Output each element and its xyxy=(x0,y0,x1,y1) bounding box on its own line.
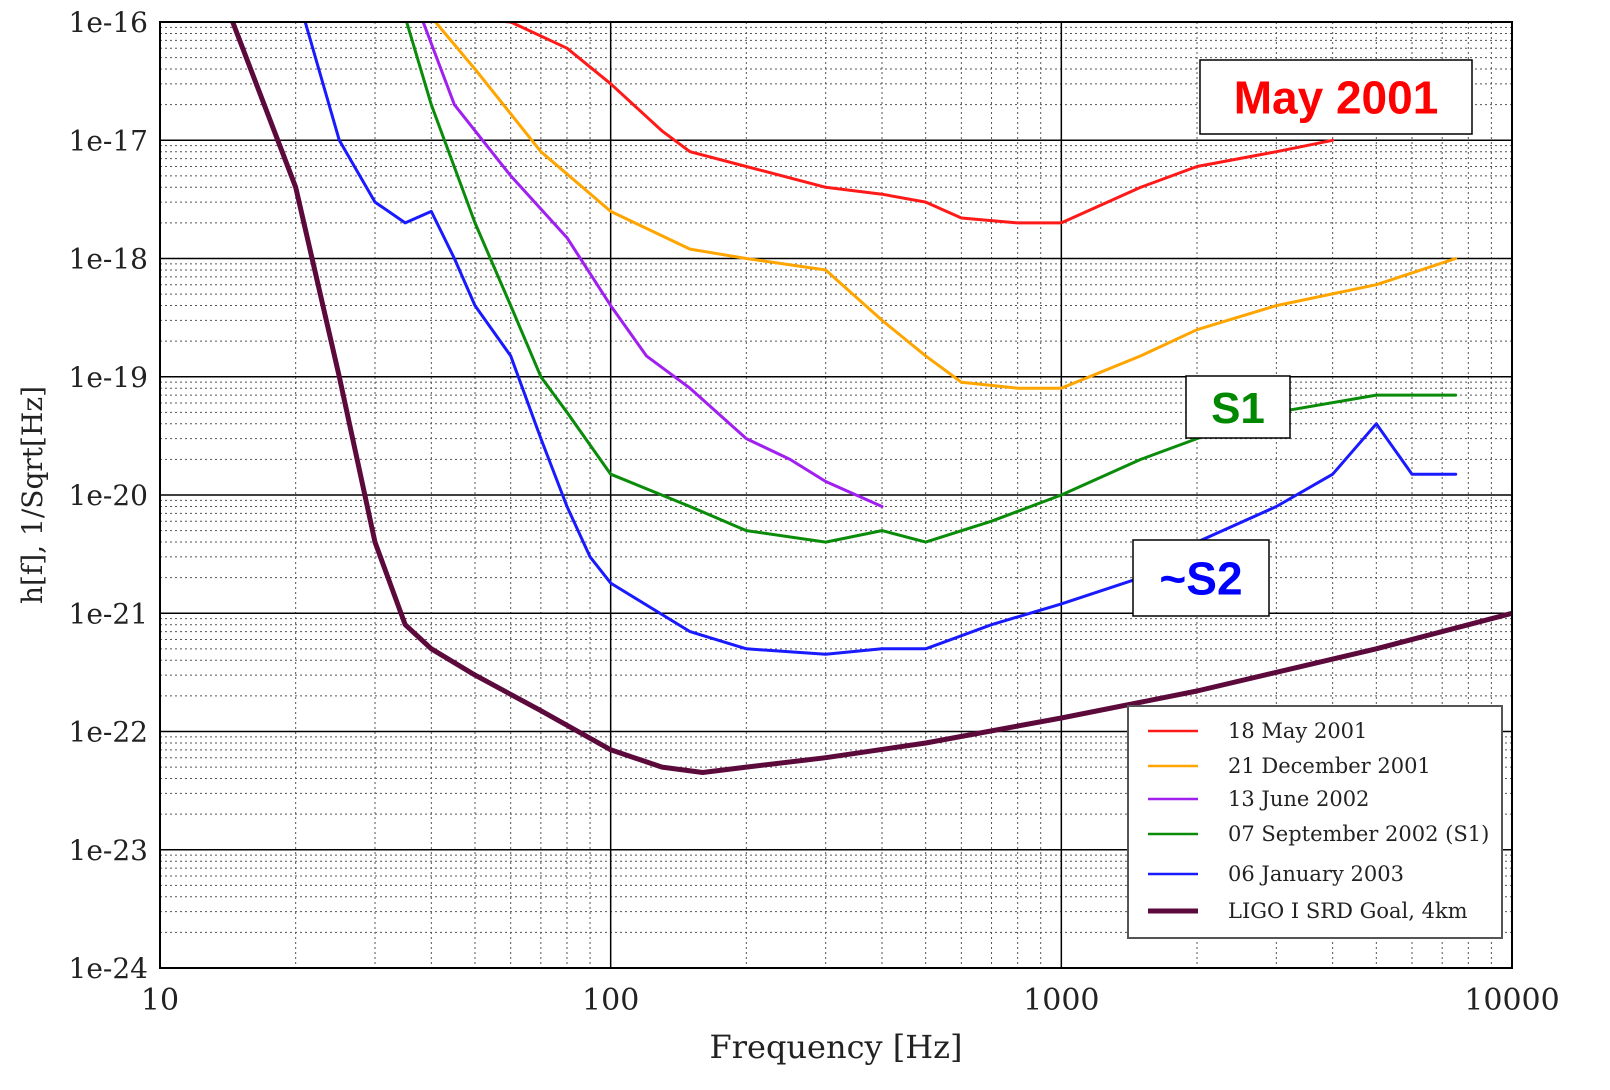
x-tick-label: 100 xyxy=(582,983,639,1018)
legend-label-4: 07 September 2002 (S1) xyxy=(1228,822,1489,846)
annotation-s1-box xyxy=(1185,375,1291,439)
legend: 18 May 2001 21 December 2001 13 June 2002 0… xyxy=(1127,705,1503,939)
y-tick-label: 1e-16 xyxy=(69,6,148,39)
plot-frame xyxy=(159,21,1513,969)
x-tick-label: 10000 xyxy=(1464,983,1559,1018)
legend-label-6: LIGO I SRD Goal, 4km xyxy=(1228,899,1468,923)
y-tick-label: 1e-17 xyxy=(69,124,148,157)
annotation-may-2001-box xyxy=(1199,59,1473,135)
series-line-2 xyxy=(433,22,1458,390)
series-line-3 xyxy=(421,22,884,508)
legend-label-1: 18 May 2001 xyxy=(1228,719,1367,743)
x-axis-label: Frequency [Hz] xyxy=(710,1028,963,1066)
series-line-6 xyxy=(230,22,1512,775)
annotation-s1: S1 xyxy=(1185,375,1291,439)
y-tick-label: 1e-20 xyxy=(69,479,148,512)
y-tick-label: 1e-19 xyxy=(69,361,148,394)
annotation-s1-text: S1 xyxy=(1211,384,1265,433)
annotation-may-2001-text: May 2001 xyxy=(1234,72,1439,124)
y-tick-label: 1e-23 xyxy=(69,834,148,867)
series-line-1 xyxy=(493,22,1335,225)
y-tick-label: 1e-24 xyxy=(69,952,148,985)
annotation-s2-text: ~S2 xyxy=(1159,553,1242,605)
legend-label-2: 21 December 2001 xyxy=(1228,754,1431,778)
annotation-may-2001: May 2001 xyxy=(1199,59,1473,135)
annotation-s2-box xyxy=(1132,539,1270,617)
legend-box xyxy=(1127,705,1503,939)
series-line-5 xyxy=(303,22,1458,656)
y-tick-label: 1e-18 xyxy=(69,243,148,276)
y-tick-label: 1e-21 xyxy=(69,597,148,630)
legend-label-5: 06 January 2003 xyxy=(1228,862,1404,886)
x-tick-label: 10 xyxy=(141,983,179,1018)
annotation-s2: ~S2 xyxy=(1132,539,1270,617)
y-tick-label: 1e-22 xyxy=(69,716,148,749)
y-axis-label: h[f], 1/Sqrt[Hz] xyxy=(16,386,49,604)
legend-label-3: 13 June 2002 xyxy=(1228,787,1369,811)
x-tick-label: 1000 xyxy=(1023,983,1099,1018)
